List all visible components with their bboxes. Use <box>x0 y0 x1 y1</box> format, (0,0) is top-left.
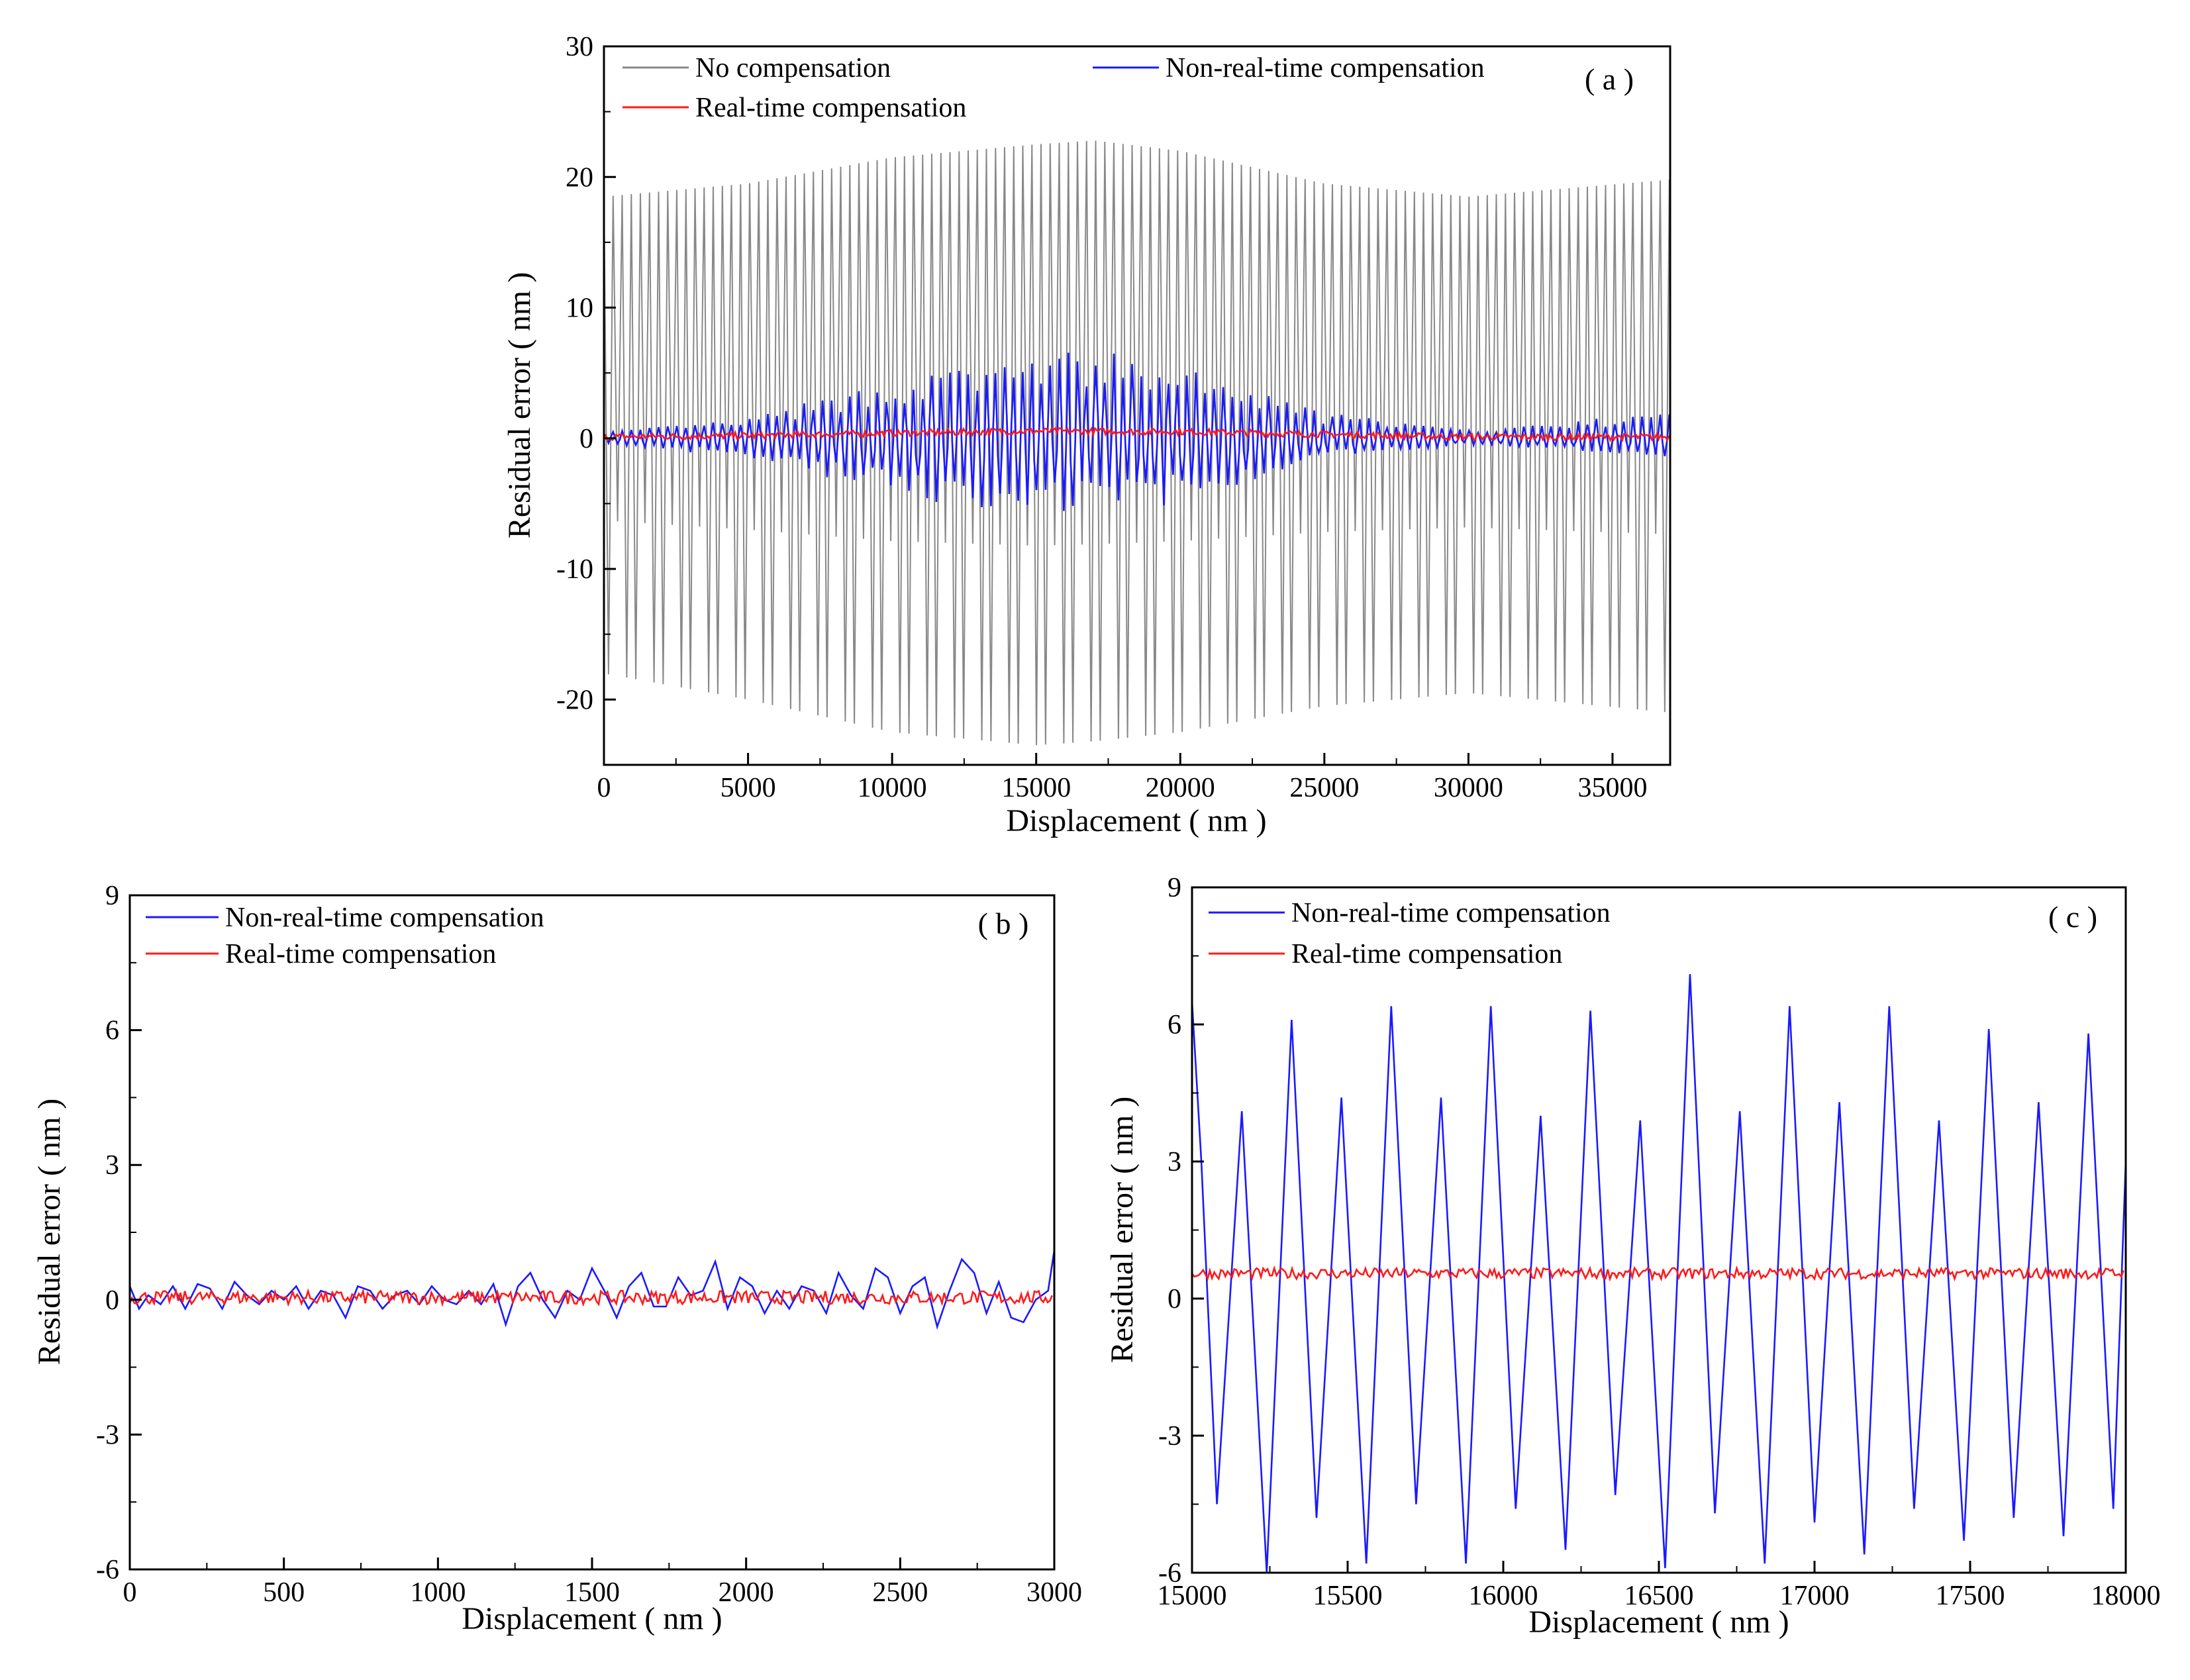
legend-label: No compensation <box>695 53 891 83</box>
y-tick-label: 30 <box>566 32 593 62</box>
y-tick-label: 0 <box>1168 1284 1181 1314</box>
y-tick-label: 0 <box>105 1285 119 1316</box>
y-tick-label: 20 <box>566 162 593 193</box>
series-line-no-compensation <box>604 140 1670 746</box>
y-tick-label: 10 <box>566 293 593 324</box>
y-tick-label: -3 <box>1158 1421 1181 1452</box>
x-tick-label: 2500 <box>872 1577 928 1608</box>
y-axis-title: Residual error ( nm ) <box>502 272 537 539</box>
plot-area <box>1192 974 2126 1573</box>
x-tick-label: 18000 <box>2091 1581 2161 1611</box>
legend-label: Real-time compensation <box>695 93 966 123</box>
plot-area <box>130 1250 1054 1330</box>
legend-label: Non-real-time compensation <box>1291 898 1611 928</box>
x-tick-label: 0 <box>123 1577 137 1608</box>
x-tick-label: 15000 <box>1158 1581 1227 1611</box>
x-tick-label: 16500 <box>1624 1581 1694 1611</box>
series-line-real-time-compensation <box>1192 1265 2124 1282</box>
legend-label: Real-time compensation <box>1291 939 1562 969</box>
legend-label: Non-real-time compensation <box>225 903 544 933</box>
y-tick-label: 6 <box>105 1016 119 1046</box>
plot-frame <box>128 894 1056 1571</box>
y-tick-label: 3 <box>105 1150 119 1181</box>
chart-panel-2: 15000 15500 16000 16500 17000 17500 18000 -6 -3 0… <box>1105 873 2161 1640</box>
plot-frame <box>603 45 1671 766</box>
x-tick-label: 35000 <box>1577 773 1647 803</box>
y-tick-label: 3 <box>1168 1147 1181 1177</box>
chart-panel-0: 0 5000 10000 15000 20000 25000 30000 35000 -20 -1… <box>502 32 1671 838</box>
x-tick-label: 17000 <box>1780 1581 1850 1611</box>
legend-label: Real-time compensation <box>225 939 496 969</box>
series-line-non-real-time-compensation <box>130 1250 1054 1330</box>
x-tick-label: 15500 <box>1313 1581 1383 1611</box>
chart-panel-1: 0 500 1000 1500 2000 2500 3000 -6 -3 0 3 6 9 Displace… <box>32 881 1082 1636</box>
y-tick-label: -6 <box>96 1555 119 1585</box>
series-line-real-time-compensation <box>604 426 1670 443</box>
series-line-non-real-time-compensation <box>1192 974 2126 1573</box>
x-tick-label: 3000 <box>1026 1577 1082 1608</box>
y-tick-label: 9 <box>105 881 119 911</box>
legend-label: Non-real-time compensation <box>1166 53 1485 83</box>
x-tick-label: 10000 <box>858 773 927 803</box>
x-tick-label: 0 <box>597 773 611 803</box>
x-tick-label: 20000 <box>1146 773 1215 803</box>
plot-area <box>604 140 1670 746</box>
panel-tag: ( a ) <box>1585 62 1634 96</box>
x-tick-label: 1000 <box>410 1577 466 1608</box>
y-tick-label: -20 <box>556 685 593 715</box>
y-tick-label: -6 <box>1158 1558 1181 1589</box>
panel-tag: ( b ) <box>978 907 1029 940</box>
x-tick-label: 2000 <box>719 1577 774 1608</box>
x-tick-label: 17500 <box>1936 1581 2005 1611</box>
x-axis-title: Displacement ( nm ) <box>462 1601 722 1636</box>
x-tick-label: 16000 <box>1469 1581 1538 1611</box>
x-tick-label: 500 <box>263 1577 305 1608</box>
y-tick-label: 9 <box>1168 873 1181 903</box>
panel-tag: ( c ) <box>2048 900 2097 934</box>
y-axis-title: Residual error ( nm ) <box>1105 1097 1140 1363</box>
y-axis-title: Residual error ( nm ) <box>32 1099 67 1365</box>
x-tick-label: 1500 <box>564 1577 620 1608</box>
x-axis-title: Displacement ( nm ) <box>1006 803 1266 838</box>
y-tick-label: -3 <box>96 1420 119 1450</box>
x-tick-label: 30000 <box>1434 773 1503 803</box>
y-tick-label: 6 <box>1168 1010 1181 1040</box>
y-tick-label: 0 <box>579 424 593 454</box>
series-line-real-time-compensation <box>130 1287 1053 1308</box>
x-tick-label: 15000 <box>1001 773 1071 803</box>
x-tick-label: 25000 <box>1289 773 1359 803</box>
series-line-non-real-time-compensation <box>604 352 1670 511</box>
x-tick-label: 5000 <box>721 773 776 803</box>
x-axis-title: Displacement ( nm ) <box>1528 1605 1789 1640</box>
y-tick-label: -10 <box>556 554 593 585</box>
